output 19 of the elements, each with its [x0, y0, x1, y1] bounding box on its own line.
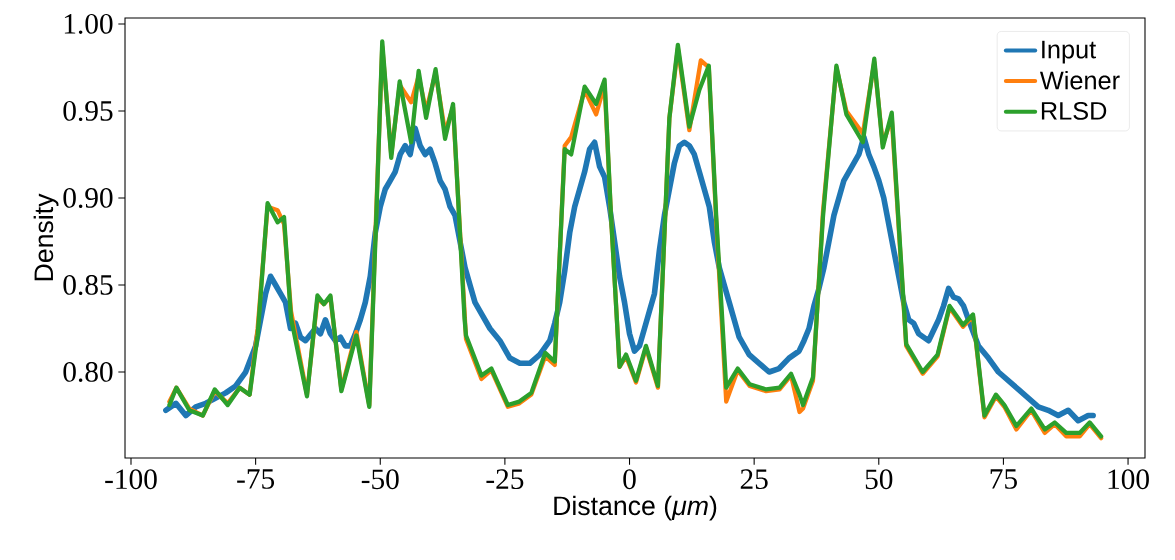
y-tick-label: 1.00: [64, 13, 113, 34]
legend-label: RLSD: [1041, 101, 1107, 120]
x-tick-label: -50: [361, 469, 399, 490]
legend-label: Wiener: [1039, 70, 1120, 90]
x-tick-label: -25: [486, 469, 524, 490]
y-tick-label: 0.95: [63, 100, 113, 121]
y-tick-label: 0.90: [63, 187, 113, 208]
x-tick-label: 25: [740, 469, 768, 490]
x-tick-label: -100: [105, 469, 157, 490]
x-axis-title: Distance (μm): [554, 495, 717, 521]
x-tick-label: 75: [990, 469, 1017, 489]
x-tick-label: 100: [1108, 469, 1149, 490]
y-axis-title: Density: [33, 193, 59, 281]
y-tick-label: 0.85: [63, 275, 113, 295]
x-tick-label: 50: [865, 469, 893, 490]
x-tick-label: -75: [237, 469, 275, 489]
x-tick-label: 0: [623, 469, 636, 490]
legend-label: Input: [1042, 40, 1097, 64]
y-tick-label: 0.80: [63, 362, 113, 382]
